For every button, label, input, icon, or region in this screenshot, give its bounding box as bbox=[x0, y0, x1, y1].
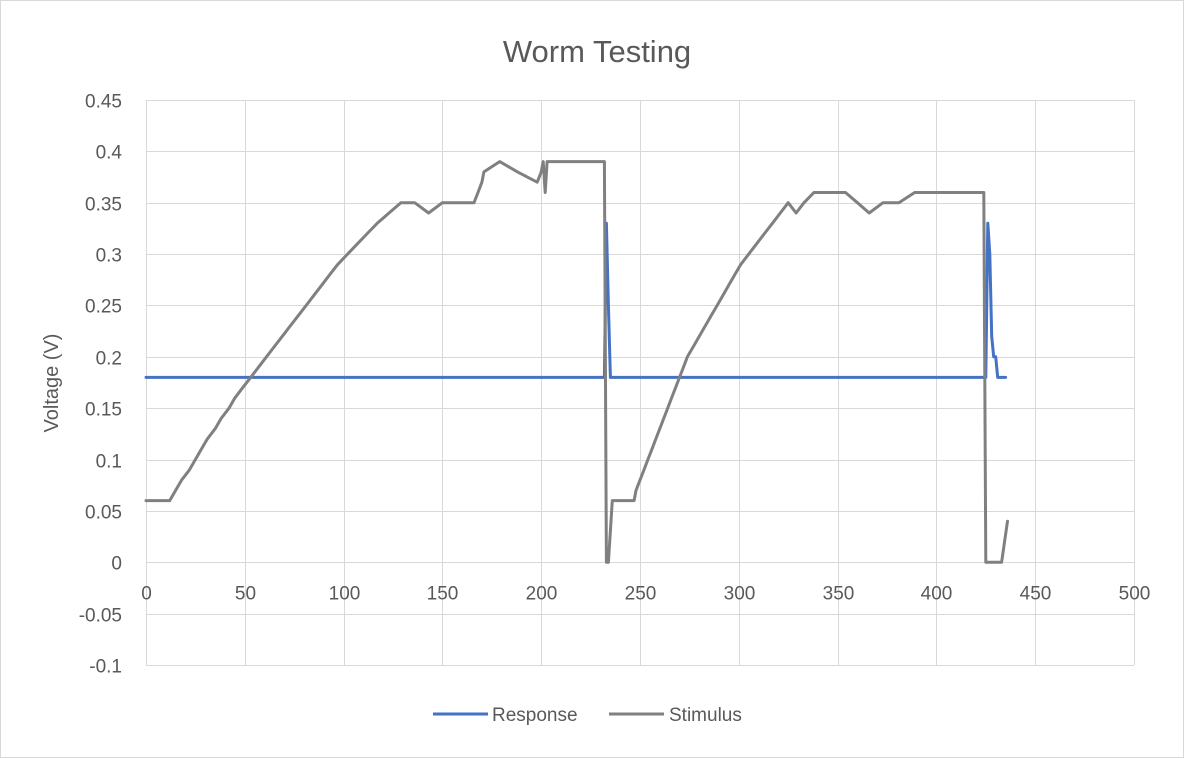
y-tick-label: 0.15 bbox=[85, 400, 122, 421]
series-line-stimulus bbox=[144, 160, 1009, 564]
y-axis-label: Voltage (V) bbox=[41, 334, 63, 433]
x-tick-label: 0 bbox=[141, 583, 152, 604]
y-tick-label: 0.05 bbox=[85, 503, 122, 524]
x-tick-label: 50 bbox=[235, 583, 256, 604]
series-line-response bbox=[144, 221, 1008, 379]
chart-title: Worm Testing bbox=[503, 34, 691, 69]
y-tick-label: 0.25 bbox=[85, 297, 122, 318]
x-tick-label: 250 bbox=[625, 583, 657, 604]
y-tick-label: 0.35 bbox=[85, 195, 122, 216]
x-tick-label: 300 bbox=[724, 583, 756, 604]
y-tick-label: 0.2 bbox=[96, 349, 122, 370]
y-tick-label: 0.3 bbox=[96, 246, 122, 267]
x-tick-label: 350 bbox=[823, 583, 855, 604]
legend-label-response: Response bbox=[492, 705, 578, 726]
x-tick-label: 400 bbox=[921, 583, 953, 604]
y-tick-label: 0.45 bbox=[85, 92, 122, 113]
legend: Response Stimulus bbox=[433, 705, 742, 726]
y-tick-label: -0.05 bbox=[79, 606, 122, 627]
y-tick-label: 0.4 bbox=[96, 143, 123, 164]
y-tick-label: 0.1 bbox=[96, 452, 122, 473]
x-tick-label: 200 bbox=[526, 583, 558, 604]
x-tick-label: 150 bbox=[427, 583, 459, 604]
legend-label-stimulus: Stimulus bbox=[669, 705, 742, 726]
x-tick-label: 100 bbox=[329, 583, 361, 604]
y-tick-labels: -0.1 -0.05 0 0.05 0.1 0.15 0.2 0.25 0.3 0.35 0.4 0.… bbox=[79, 92, 123, 678]
x-tick-labels: 0 50 100 150 200 250 300 350 400 450 500 bbox=[141, 583, 1150, 604]
y-tick-label: -0.1 bbox=[89, 657, 122, 678]
series-lines bbox=[144, 160, 1009, 564]
x-tick-label: 500 bbox=[1119, 583, 1151, 604]
y-tick-label: 0 bbox=[111, 554, 122, 575]
x-tick-label: 450 bbox=[1020, 583, 1052, 604]
